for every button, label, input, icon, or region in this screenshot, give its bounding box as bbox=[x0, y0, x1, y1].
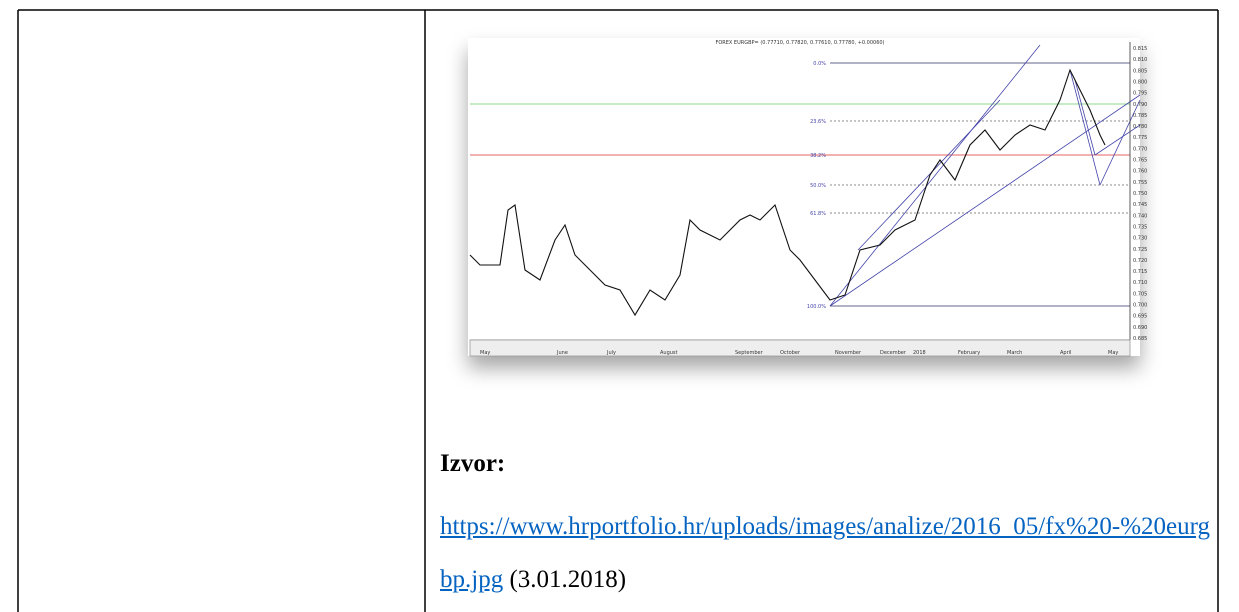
y-axis-label: 0.725 bbox=[1133, 247, 1147, 253]
y-axis-label: 0.790 bbox=[1133, 102, 1147, 108]
month-label: September bbox=[735, 350, 764, 356]
y-axis-label: 0.750 bbox=[1133, 191, 1147, 197]
y-axis-label: 0.685 bbox=[1133, 336, 1147, 342]
y-axis-label: 0.700 bbox=[1133, 303, 1147, 309]
month-label: March bbox=[1007, 350, 1022, 356]
fib-label: 23.6% bbox=[810, 119, 826, 125]
chart-drawing bbox=[469, 42, 1141, 357]
y-axis-label: 0.710 bbox=[1133, 280, 1147, 286]
y-axis-label: 0.765 bbox=[1133, 158, 1147, 164]
month-label: June bbox=[556, 350, 568, 356]
fib-label: 38.2% bbox=[810, 153, 826, 159]
y-axis-label: 0.810 bbox=[1133, 57, 1147, 63]
y-axis-label: 0.775 bbox=[1133, 135, 1147, 141]
chart-image bbox=[468, 38, 1140, 356]
month-label: August bbox=[660, 350, 678, 356]
y-axis-label: 0.690 bbox=[1133, 325, 1147, 331]
y-axis-label: 0.740 bbox=[1133, 213, 1147, 219]
month-label: April bbox=[1060, 350, 1071, 356]
y-axis-label: 0.755 bbox=[1133, 180, 1147, 186]
month-label: 2018 bbox=[913, 350, 926, 356]
y-axis-label: 0.815 bbox=[1133, 46, 1147, 52]
month-label: November bbox=[835, 350, 862, 356]
chart-title: FOREX EURGBP= (0.77710, 0.77820, 0.77610… bbox=[715, 40, 884, 46]
source-label: Izvor: bbox=[440, 450, 506, 477]
y-axis-label: 0.805 bbox=[1133, 68, 1147, 74]
fib-label: 50.0% bbox=[810, 183, 826, 189]
source-date: (3.01.2018) bbox=[509, 566, 627, 593]
y-axis-label: 0.695 bbox=[1133, 314, 1147, 320]
fib-label: 100.0% bbox=[807, 304, 826, 310]
y-axis-label: 0.780 bbox=[1133, 124, 1147, 130]
month-label: May bbox=[480, 350, 490, 356]
y-axis-label: 0.735 bbox=[1133, 224, 1147, 230]
y-axis-label: 0.795 bbox=[1133, 91, 1147, 97]
month-label: May bbox=[1108, 350, 1118, 356]
y-axis-label: 0.785 bbox=[1133, 113, 1147, 119]
y-axis-label: 0.715 bbox=[1133, 269, 1147, 275]
y-axis-label: 0.770 bbox=[1133, 146, 1147, 152]
y-axis-label: 0.745 bbox=[1133, 202, 1147, 208]
month-label: December bbox=[880, 350, 907, 356]
source-line: https://www.hrportfolio.hr/uploads/image… bbox=[440, 500, 1210, 606]
y-axis-label: 0.720 bbox=[1133, 258, 1147, 264]
fib-label: 61.8% bbox=[810, 211, 826, 217]
y-axis-label: 0.705 bbox=[1133, 291, 1147, 297]
y-axis-label: 0.800 bbox=[1133, 79, 1147, 85]
fib-label: 0.0% bbox=[813, 61, 826, 67]
month-label: October bbox=[780, 350, 801, 356]
table-borders bbox=[17, 9, 1219, 612]
y-axis-label: 0.760 bbox=[1133, 169, 1147, 175]
month-label: July bbox=[606, 350, 616, 356]
y-axis-label: 0.730 bbox=[1133, 236, 1147, 242]
source-link[interactable]: https://www.hrportfolio.hr/uploads/image… bbox=[440, 513, 1210, 593]
month-label: February bbox=[958, 350, 980, 356]
